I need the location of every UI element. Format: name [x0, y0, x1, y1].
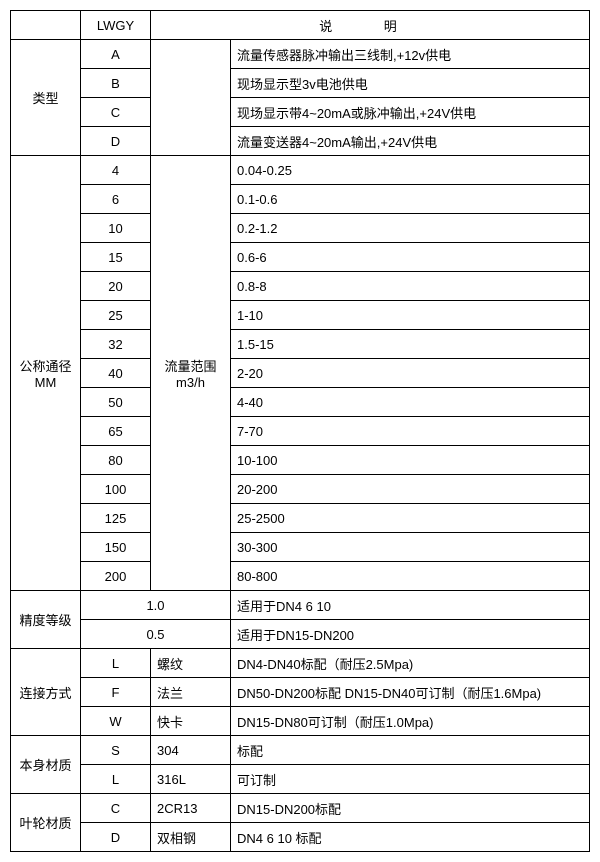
conn-name: 法兰 — [151, 678, 231, 707]
conn-desc: DN15-DN80可订制（耐压1.0Mpa) — [231, 707, 590, 736]
dn-size: 65 — [81, 417, 151, 446]
dn-range: 0.2-1.2 — [231, 214, 590, 243]
dn-range: 2-20 — [231, 359, 590, 388]
dn-label: 公称通径MM — [11, 156, 81, 591]
dn-size: 10 — [81, 214, 151, 243]
body-desc: 可订制 — [231, 765, 590, 794]
accuracy-label: 精度等级 — [11, 591, 81, 649]
body-name: 316L — [151, 765, 231, 794]
conn-desc: DN4-DN40标配（耐压2.5Mpa) — [231, 649, 590, 678]
spec-table: LWGY 说 明 类型 A 流量传感器脉冲输出三线制,+12v供电 B 现场显示… — [10, 10, 590, 852]
impeller-desc: DN15-DN200标配 — [231, 794, 590, 823]
dn-range: 0.1-0.6 — [231, 185, 590, 214]
accuracy-val: 1.0 — [81, 591, 231, 620]
type-desc: 流量传感器脉冲输出三线制,+12v供电 — [231, 40, 590, 69]
conn-name: 螺纹 — [151, 649, 231, 678]
dn-size: 4 — [81, 156, 151, 185]
impeller-label: 叶轮材质 — [11, 794, 81, 852]
body-code: S — [81, 736, 151, 765]
dn-range: 0.04-0.25 — [231, 156, 590, 185]
conn-label: 连接方式 — [11, 649, 81, 736]
conn-code: F — [81, 678, 151, 707]
type-code: C — [81, 98, 151, 127]
accuracy-desc: 适用于DN15-DN200 — [231, 620, 590, 649]
conn-code: L — [81, 649, 151, 678]
impeller-name: 双相钢 — [151, 823, 231, 852]
body-desc: 标配 — [231, 736, 590, 765]
dn-range: 4-40 — [231, 388, 590, 417]
impeller-desc: DN4 6 10 标配 — [231, 823, 590, 852]
dn-size: 6 — [81, 185, 151, 214]
dn-size: 150 — [81, 533, 151, 562]
body-label: 本身材质 — [11, 736, 81, 794]
dn-size: 50 — [81, 388, 151, 417]
dn-size: 15 — [81, 243, 151, 272]
dn-range: 1.5-15 — [231, 330, 590, 359]
type-code: B — [81, 69, 151, 98]
dn-range: 20-200 — [231, 475, 590, 504]
dn-range: 25-2500 — [231, 504, 590, 533]
type-desc: 流量变送器4~20mA输出,+24V供电 — [231, 127, 590, 156]
dn-size: 25 — [81, 301, 151, 330]
dn-size: 100 — [81, 475, 151, 504]
conn-desc: DN50-DN200标配 DN15-DN40可订制（耐压1.6Mpa) — [231, 678, 590, 707]
dn-range: 0.8-8 — [231, 272, 590, 301]
type-desc: 现场显示型3v电池供电 — [231, 69, 590, 98]
dn-range: 30-300 — [231, 533, 590, 562]
header-lwgy: LWGY — [81, 11, 151, 40]
header-row: LWGY 说 明 — [11, 11, 590, 40]
header-shuoming: 说 明 — [151, 11, 590, 40]
dn-range: 1-10 — [231, 301, 590, 330]
impeller-code: C — [81, 794, 151, 823]
body-code: L — [81, 765, 151, 794]
dn-range-label: 流量范围m3/h — [151, 156, 231, 591]
dn-size: 125 — [81, 504, 151, 533]
dn-range: 7-70 — [231, 417, 590, 446]
dn-size: 32 — [81, 330, 151, 359]
dn-range: 80-800 — [231, 562, 590, 591]
type-label: 类型 — [11, 40, 81, 156]
conn-code: W — [81, 707, 151, 736]
type-code: D — [81, 127, 151, 156]
dn-size: 80 — [81, 446, 151, 475]
dn-size: 200 — [81, 562, 151, 591]
conn-name: 快卡 — [151, 707, 231, 736]
impeller-code: D — [81, 823, 151, 852]
accuracy-desc: 适用于DN4 6 10 — [231, 591, 590, 620]
impeller-name: 2CR13 — [151, 794, 231, 823]
dn-range: 0.6-6 — [231, 243, 590, 272]
dn-size: 40 — [81, 359, 151, 388]
type-code: A — [81, 40, 151, 69]
dn-size: 20 — [81, 272, 151, 301]
accuracy-val: 0.5 — [81, 620, 231, 649]
body-name: 304 — [151, 736, 231, 765]
type-desc: 现场显示带4~20mA或脉冲输出,+24V供电 — [231, 98, 590, 127]
dn-range: 10-100 — [231, 446, 590, 475]
